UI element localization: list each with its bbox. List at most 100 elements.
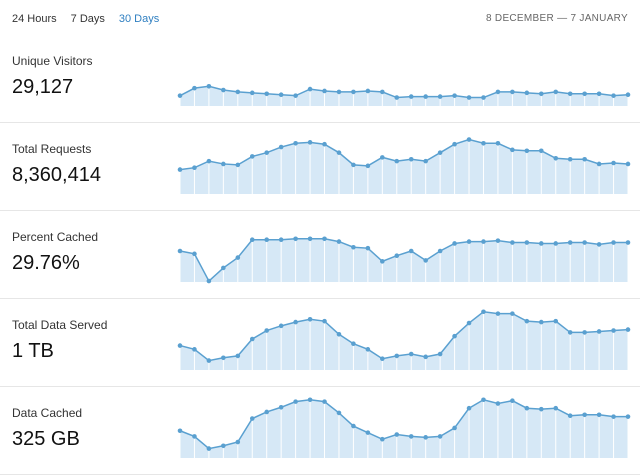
spark-point[interactable] bbox=[466, 405, 472, 411]
spark-point[interactable] bbox=[481, 397, 486, 403]
spark-point[interactable] bbox=[336, 150, 342, 155]
spark-point[interactable] bbox=[307, 140, 313, 145]
spark-point[interactable] bbox=[611, 328, 616, 333]
spark-point[interactable] bbox=[351, 244, 356, 250]
spark-point[interactable] bbox=[394, 158, 400, 164]
spark-point[interactable] bbox=[221, 355, 226, 361]
spark-point[interactable] bbox=[235, 353, 241, 359]
spark-point[interactable] bbox=[524, 405, 530, 411]
spark-point[interactable] bbox=[221, 161, 226, 167]
spark-point[interactable] bbox=[365, 163, 371, 169]
spark-point[interactable] bbox=[553, 318, 559, 324]
spark-point[interactable] bbox=[177, 248, 183, 254]
spark-point[interactable] bbox=[264, 150, 270, 155]
spark-point[interactable] bbox=[437, 150, 443, 155]
spark-point[interactable] bbox=[553, 89, 559, 95]
spark-point[interactable] bbox=[408, 248, 414, 254]
spark-point[interactable] bbox=[235, 89, 241, 95]
spark-point[interactable] bbox=[553, 405, 559, 411]
spark-point[interactable] bbox=[510, 89, 515, 95]
spark-point[interactable] bbox=[538, 319, 544, 325]
spark-point[interactable] bbox=[336, 89, 342, 95]
spark-point[interactable] bbox=[249, 336, 255, 342]
spark-point[interactable] bbox=[452, 141, 457, 147]
spark-point[interactable] bbox=[235, 255, 241, 260]
spark-point[interactable] bbox=[437, 94, 443, 99]
spark-point[interactable] bbox=[495, 89, 501, 95]
spark-point[interactable] bbox=[437, 248, 443, 254]
spark-point[interactable] bbox=[510, 240, 515, 245]
spark-point[interactable] bbox=[278, 404, 284, 410]
spark-point[interactable] bbox=[408, 351, 414, 357]
spark-point[interactable] bbox=[481, 95, 486, 100]
spark-point[interactable] bbox=[423, 94, 428, 99]
spark-point[interactable] bbox=[192, 434, 197, 439]
spark-point[interactable] bbox=[249, 154, 255, 159]
spark-point[interactable] bbox=[249, 416, 255, 421]
spark-point[interactable] bbox=[481, 309, 486, 315]
spark-point[interactable] bbox=[322, 318, 327, 324]
spark-point[interactable] bbox=[495, 401, 501, 406]
spark-point[interactable] bbox=[307, 86, 313, 92]
spark-point[interactable] bbox=[177, 93, 183, 98]
spark-point[interactable] bbox=[322, 141, 327, 147]
spark-point[interactable] bbox=[466, 320, 472, 326]
spark-point[interactable] bbox=[351, 162, 356, 168]
spark-point[interactable] bbox=[293, 399, 298, 404]
spark-point[interactable] bbox=[221, 443, 226, 449]
spark-point[interactable] bbox=[221, 265, 226, 271]
spark-point[interactable] bbox=[524, 318, 530, 324]
spark-point[interactable] bbox=[510, 147, 515, 153]
spark-point[interactable] bbox=[466, 239, 472, 244]
spark-point[interactable] bbox=[380, 89, 385, 95]
spark-point[interactable] bbox=[582, 330, 587, 335]
tab-7-days[interactable]: 7 Days bbox=[70, 13, 105, 25]
spark-point[interactable] bbox=[206, 83, 212, 89]
spark-point[interactable] bbox=[538, 241, 544, 246]
spark-point[interactable] bbox=[380, 436, 385, 442]
spark-point[interactable] bbox=[278, 144, 284, 150]
spark-point[interactable] bbox=[423, 435, 428, 440]
spark-point[interactable] bbox=[611, 93, 616, 98]
spark-point[interactable] bbox=[293, 93, 298, 98]
spark-point[interactable] bbox=[611, 414, 616, 419]
spark-point[interactable] bbox=[394, 432, 400, 437]
spark-point[interactable] bbox=[365, 347, 371, 352]
spark-point[interactable] bbox=[625, 92, 631, 98]
spark-point[interactable] bbox=[235, 162, 241, 168]
spark-point[interactable] bbox=[582, 156, 587, 162]
spark-point[interactable] bbox=[567, 413, 573, 419]
spark-point[interactable] bbox=[221, 87, 226, 93]
spark-point[interactable] bbox=[394, 95, 400, 100]
spark-point[interactable] bbox=[307, 397, 313, 403]
spark-point[interactable] bbox=[625, 414, 631, 419]
spark-point[interactable] bbox=[524, 90, 530, 96]
spark-point[interactable] bbox=[408, 94, 414, 99]
spark-point[interactable] bbox=[466, 95, 472, 100]
spark-point[interactable] bbox=[192, 347, 197, 352]
spark-point[interactable] bbox=[481, 140, 486, 146]
spark-point[interactable] bbox=[481, 239, 486, 244]
tab-30-days[interactable]: 30 Days bbox=[118, 13, 160, 25]
spark-point[interactable] bbox=[596, 161, 602, 167]
spark-point[interactable] bbox=[596, 91, 602, 97]
spark-point[interactable] bbox=[264, 237, 270, 243]
spark-point[interactable] bbox=[495, 311, 501, 316]
spark-point[interactable] bbox=[249, 90, 255, 96]
spark-point[interactable] bbox=[192, 251, 197, 257]
spark-point[interactable] bbox=[423, 158, 428, 164]
spark-point[interactable] bbox=[206, 158, 212, 164]
spark-point[interactable] bbox=[365, 430, 371, 435]
spark-point[interactable] bbox=[336, 410, 342, 416]
spark-point[interactable] bbox=[538, 91, 544, 97]
spark-point[interactable] bbox=[582, 91, 587, 97]
spark-point[interactable] bbox=[177, 428, 183, 434]
spark-point[interactable] bbox=[365, 245, 371, 251]
spark-point[interactable] bbox=[510, 398, 515, 403]
spark-point[interactable] bbox=[553, 241, 559, 246]
spark-point[interactable] bbox=[249, 237, 255, 243]
spark-point[interactable] bbox=[452, 93, 457, 98]
spark-point[interactable] bbox=[322, 88, 327, 94]
spark-point[interactable] bbox=[553, 156, 559, 161]
spark-point[interactable] bbox=[351, 423, 356, 429]
